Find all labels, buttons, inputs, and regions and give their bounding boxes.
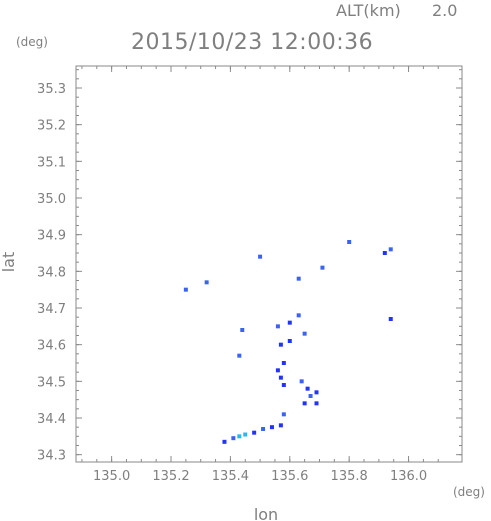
data-point [240, 328, 245, 332]
y-tick-label: 35.3 [37, 82, 66, 97]
y-tick-label: 34.5 [37, 375, 66, 390]
data-point [302, 331, 307, 336]
data-point [347, 240, 352, 244]
data-point [320, 265, 325, 270]
y-tick-label: 34.3 [37, 449, 66, 464]
data-point [299, 379, 304, 384]
x-tick-label: 135.6 [271, 469, 308, 484]
y-axis-label: lat [0, 252, 18, 273]
data-point [314, 401, 319, 406]
data-points [183, 240, 393, 444]
data-point [287, 320, 292, 325]
data-point [314, 390, 319, 395]
data-point [275, 324, 280, 329]
data-point [281, 361, 286, 365]
y-tick-label: 34.4 [37, 412, 66, 427]
x-tick-label: 136.0 [390, 469, 427, 484]
data-point [261, 427, 266, 431]
data-point [278, 375, 283, 380]
data-point [237, 353, 242, 358]
data-point [296, 313, 301, 318]
x-unit-label: (deg) [453, 485, 485, 499]
data-point [243, 432, 248, 437]
axis-ticks [76, 66, 462, 462]
data-point [308, 394, 313, 398]
data-point [296, 276, 301, 281]
data-point [281, 412, 286, 417]
data-point [204, 280, 209, 285]
x-tick-labels: 135.0 135.2 135.4 135.6 135.8 136.0 [93, 469, 427, 484]
data-point [269, 425, 274, 430]
data-point [278, 423, 283, 428]
x-tick-label: 135.2 [152, 469, 189, 484]
data-point [258, 254, 263, 259]
y-tick-label: 34.9 [37, 229, 66, 244]
data-point [302, 401, 307, 406]
y-tick-labels: 34.3 34.4 34.5 34.6 34.7 34.8 34.9 35.0 35.1 35.2… [37, 82, 66, 464]
data-point [231, 436, 236, 441]
data-point [287, 339, 292, 343]
y-tick-label: 35.1 [37, 155, 66, 170]
data-point [382, 251, 387, 255]
data-point [281, 383, 286, 387]
x-tick-label: 135.8 [331, 469, 368, 484]
data-point [388, 247, 393, 252]
altitude-label: ALT(km) [336, 1, 401, 20]
x-tick-label: 135.4 [212, 469, 249, 484]
x-tick-label: 135.0 [93, 469, 130, 484]
y-tick-label: 34.6 [37, 339, 66, 354]
data-point [252, 430, 257, 435]
data-point [275, 368, 280, 373]
y-tick-label: 35.0 [37, 192, 66, 207]
data-point [305, 386, 310, 391]
data-point [183, 287, 188, 292]
altitude-value: 2.0 [432, 1, 457, 20]
plot-frame [75, 65, 463, 463]
data-point [237, 434, 242, 439]
chart-datetime: 2015/10/23 12:00:36 [131, 30, 373, 55]
y-tick-label: 34.8 [37, 265, 66, 280]
data-point [222, 439, 227, 444]
y-unit-label: (deg) [16, 35, 48, 49]
data-point [388, 317, 393, 321]
y-tick-label: 35.2 [37, 119, 66, 134]
data-point [278, 342, 283, 347]
y-tick-label: 34.7 [37, 302, 66, 317]
x-axis-label: lon [254, 505, 278, 521]
